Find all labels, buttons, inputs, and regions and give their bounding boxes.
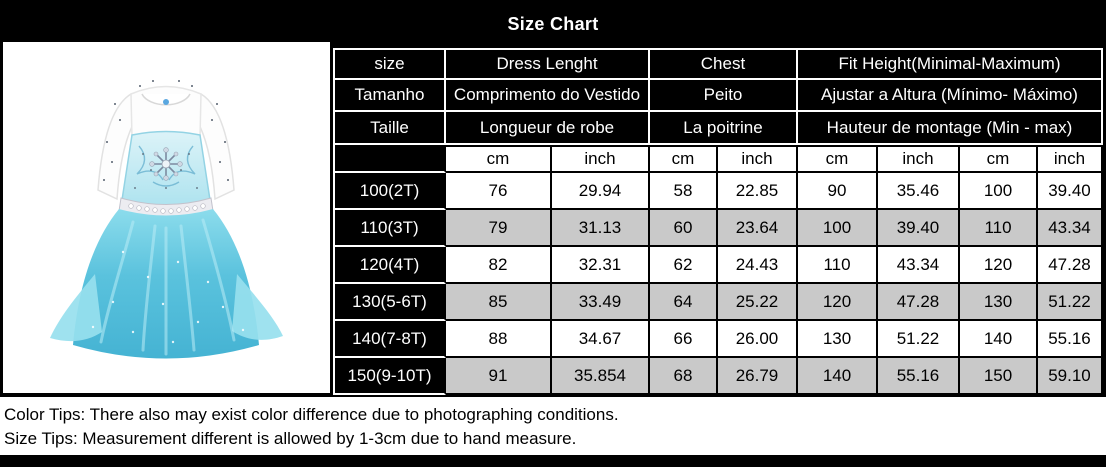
data-cell: 66 <box>650 321 718 358</box>
data-cell: 39.40 <box>1038 173 1103 210</box>
data-cell: 55.16 <box>1038 321 1103 358</box>
data-cell: 24.43 <box>718 247 798 284</box>
data-cell: 79 <box>446 210 552 247</box>
product-photo <box>3 42 330 393</box>
color-tip-text: Color Tips: There also may exist color d… <box>4 405 619 424</box>
table-row: 140(7-8T) 88 34.67 66 26.00 130 51.22 14… <box>333 321 1103 358</box>
unit-cell: inch <box>552 145 650 173</box>
header-row-english: size Dress Lenght Chest Fit Height(Minim… <box>333 48 1103 80</box>
data-cell: 29.94 <box>552 173 650 210</box>
data-cell: 150 <box>960 358 1038 395</box>
data-cell: 33.49 <box>552 284 650 321</box>
header-cell-fit-height-pt: Ajustar a Altura (Mínimo- Máximo) <box>798 80 1103 112</box>
data-cell: 100 <box>960 173 1038 210</box>
data-cell: 55.16 <box>878 358 960 395</box>
data-cell: 34.67 <box>552 321 650 358</box>
header-cell-fit-height-fr: Hauteur de montage (Min - max) <box>798 112 1103 145</box>
data-cell: 110 <box>798 247 878 284</box>
table-row: 120(4T) 82 32.31 62 24.43 110 43.34 120 … <box>333 247 1103 284</box>
data-cell: 90 <box>798 173 878 210</box>
data-cell: 85 <box>446 284 552 321</box>
page-title: Size Chart <box>507 13 599 34</box>
header-cell-chest: Chest <box>650 48 798 80</box>
data-cell: 110 <box>960 210 1038 247</box>
data-cell: 35.46 <box>878 173 960 210</box>
header-cell-dress-length: Dress Lenght <box>446 48 650 80</box>
data-cell: 91 <box>446 358 552 395</box>
size-chart-table: size Dress Lenght Chest Fit Height(Minim… <box>333 48 1103 395</box>
unit-cell-empty <box>333 145 446 173</box>
data-cell: 26.00 <box>718 321 798 358</box>
data-cell: 47.28 <box>878 284 960 321</box>
unit-cell: cm <box>798 145 878 173</box>
header-cell-dress-length-fr: Longueur de robe <box>446 112 650 145</box>
data-cell: 47.28 <box>1038 247 1103 284</box>
data-cell: 31.13 <box>552 210 650 247</box>
header-cell-size-pt: Tamanho <box>333 80 446 112</box>
data-cell: 140 <box>960 321 1038 358</box>
data-cell: 88 <box>446 321 552 358</box>
data-cell: 22.85 <box>718 173 798 210</box>
header-row-portuguese: Tamanho Comprimento do Vestido Peito Aju… <box>333 80 1103 112</box>
data-cell: 62 <box>650 247 718 284</box>
row-size-cell: 120(4T) <box>333 247 446 284</box>
data-cell: 130 <box>798 321 878 358</box>
unit-cell: inch <box>718 145 798 173</box>
size-tip-text: Size Tips: Measurement different is allo… <box>4 429 577 448</box>
data-cell: 59.10 <box>1038 358 1103 395</box>
header-cell-chest-pt: Peito <box>650 80 798 112</box>
data-cell: 120 <box>960 247 1038 284</box>
row-size-cell: 110(3T) <box>333 210 446 247</box>
unit-cell: inch <box>878 145 960 173</box>
data-cell: 32.31 <box>552 247 650 284</box>
header-cell-size-fr: Taille <box>333 112 446 145</box>
data-cell: 51.22 <box>1038 284 1103 321</box>
row-size-cell: 140(7-8T) <box>333 321 446 358</box>
unit-cell: cm <box>650 145 718 173</box>
data-cell: 58 <box>650 173 718 210</box>
row-size-cell: 150(9-10T) <box>333 358 446 395</box>
header-cell-fit-height: Fit Height(Minimal-Maximum) <box>798 48 1103 80</box>
header-row-french: Taille Longueur de robe La poitrine Haut… <box>333 112 1103 145</box>
tips-section: Color Tips: There also may exist color d… <box>0 397 1106 455</box>
data-cell: 64 <box>650 284 718 321</box>
data-cell: 35.854 <box>552 358 650 395</box>
unit-cell: inch <box>1038 145 1103 173</box>
data-cell: 39.40 <box>878 210 960 247</box>
data-cell: 100 <box>798 210 878 247</box>
header-cell-chest-fr: La poitrine <box>650 112 798 145</box>
data-cell: 130 <box>960 284 1038 321</box>
table-row: 110(3T) 79 31.13 60 23.64 100 39.40 110 … <box>333 210 1103 247</box>
unit-cell: cm <box>960 145 1038 173</box>
table-row: 150(9-10T) 91 35.854 68 26.79 140 55.16 … <box>333 358 1103 395</box>
row-size-cell: 130(5-6T) <box>333 284 446 321</box>
table-row: 100(2T) 76 29.94 58 22.85 90 35.46 100 3… <box>333 173 1103 210</box>
header-cell-dress-length-pt: Comprimento do Vestido <box>446 80 650 112</box>
bottom-bar <box>0 455 1106 467</box>
units-row: cm inch cm inch cm inch cm inch <box>333 145 1103 173</box>
data-cell: 43.34 <box>878 247 960 284</box>
data-cell: 82 <box>446 247 552 284</box>
unit-cell: cm <box>446 145 552 173</box>
data-cell: 23.64 <box>718 210 798 247</box>
data-cell: 76 <box>446 173 552 210</box>
data-cell: 120 <box>798 284 878 321</box>
data-cell: 43.34 <box>1038 210 1103 247</box>
dress-illustration <box>50 80 283 359</box>
data-cell: 26.79 <box>718 358 798 395</box>
header-cell-size: size <box>333 48 446 80</box>
data-cell: 140 <box>798 358 878 395</box>
data-cell: 60 <box>650 210 718 247</box>
data-cell: 51.22 <box>878 321 960 358</box>
row-size-cell: 100(2T) <box>333 173 446 210</box>
data-cell: 68 <box>650 358 718 395</box>
table-row: 130(5-6T) 85 33.49 64 25.22 120 47.28 13… <box>333 284 1103 321</box>
data-cell: 25.22 <box>718 284 798 321</box>
